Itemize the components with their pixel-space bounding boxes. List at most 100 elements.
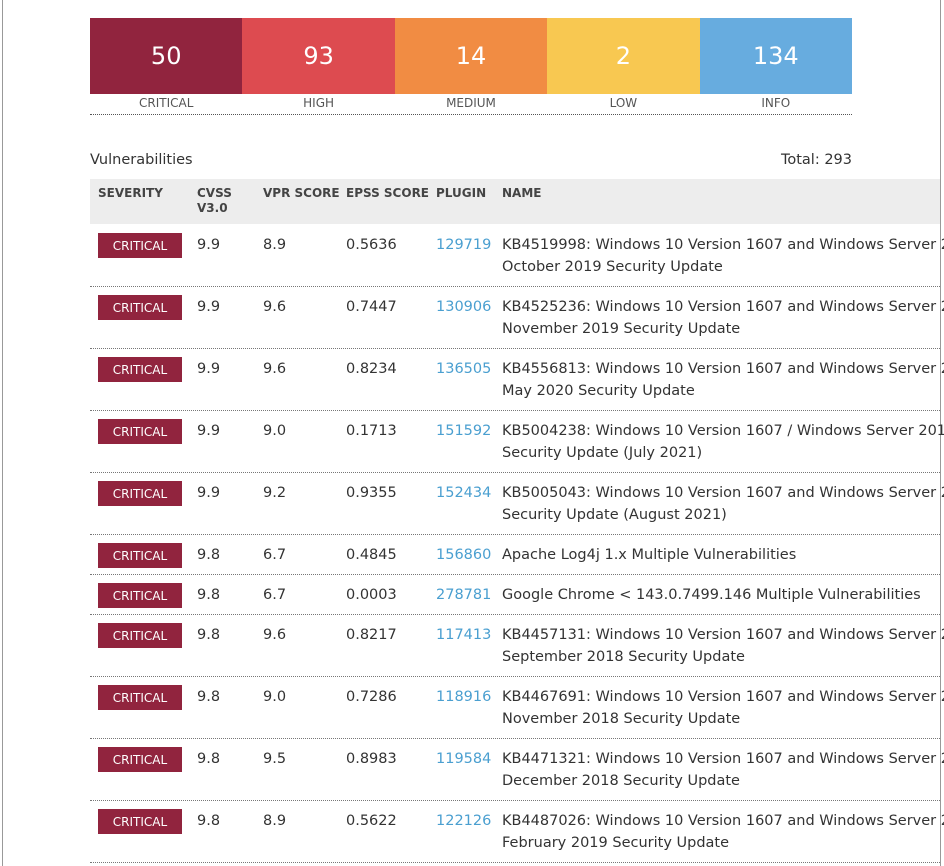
vpr-score: 8.9 (263, 813, 287, 829)
severity-label: INFO (761, 96, 791, 110)
severity-badge: CRITICAL (98, 685, 182, 710)
vpr-score: 9.6 (263, 361, 287, 377)
column-header: PLUGIN (436, 186, 487, 200)
severity-count-box: 134 (699, 18, 852, 94)
row-divider (90, 574, 940, 575)
vulnerability-name: KB5004238: Windows 10 Version 1607 / Win… (502, 423, 944, 439)
vpr-score: 6.7 (263, 587, 287, 603)
severity-badge: CRITICAL (98, 747, 182, 772)
vulnerability-name: November 2018 Security Update (502, 711, 741, 727)
row-divider (90, 410, 940, 411)
total: Total: 293 (781, 152, 852, 168)
cvss-score: 9.8 (197, 689, 221, 705)
plugin-link[interactable]: 136505 (436, 361, 492, 377)
cvss-score: 9.9 (197, 485, 221, 501)
epss-score: 0.5622 (346, 813, 397, 829)
vpr-score: 9.5 (263, 751, 287, 767)
plugin-link[interactable]: 119584 (436, 751, 492, 767)
cvss-score: 9.9 (197, 299, 221, 315)
vulnerability-name: Security Update (August 2021) (502, 507, 727, 523)
epss-score: 0.7286 (346, 689, 397, 705)
plugin-link[interactable]: 117413 (436, 627, 492, 643)
vulnerability-name: KB4556813: Windows 10 Version 1607 and W… (502, 361, 944, 377)
severity-count: 134 (752, 42, 799, 70)
column-header: EPSS SCORE (346, 186, 430, 200)
vulnerability-name: KB4525236: Windows 10 Version 1607 and W… (502, 299, 944, 315)
vulnerability-name: Apache Log4j 1.x Multiple Vulnerabilitie… (502, 547, 797, 563)
table-header (90, 179, 940, 224)
cvss-score: 9.8 (197, 547, 221, 563)
plugin-link[interactable]: 122126 (436, 813, 492, 829)
epss-score: 0.9355 (346, 485, 397, 501)
row-divider (90, 614, 940, 615)
vulnerability-name: November 2019 Security Update (502, 321, 741, 337)
severity-count: 50 (150, 42, 182, 70)
vulnerability-name: KB4457131: Windows 10 Version 1607 and W… (502, 627, 944, 643)
severity-badge: CRITICAL (98, 481, 182, 506)
severity-label: LOW (609, 96, 638, 110)
plugin-link[interactable]: 130906 (436, 299, 492, 315)
epss-score: 0.1713 (346, 423, 397, 439)
cvss-score: 9.9 (197, 237, 221, 253)
summary-divider (90, 114, 852, 115)
severity-count-box: 93 (242, 18, 395, 94)
cvss-score: 9.8 (197, 587, 221, 603)
plugin-link[interactable]: 156860 (436, 547, 492, 563)
section-title: Vulnerabilities (90, 152, 193, 168)
severity-badge: CRITICAL (98, 623, 182, 648)
vpr-score: 8.9 (263, 237, 287, 253)
vpr-score: 9.6 (263, 299, 287, 315)
column-header: CVSS V3.0 (197, 186, 232, 215)
vpr-score: 9.0 (263, 423, 287, 439)
vulnerability-name: KB4471321: Windows 10 Version 1607 and W… (502, 751, 944, 767)
epss-score: 0.0003 (346, 587, 397, 603)
cvss-score: 9.8 (197, 813, 221, 829)
vulnerability-name: KB4467691: Windows 10 Version 1607 and W… (502, 689, 944, 705)
column-header: VPR SCORE (263, 186, 340, 200)
severity-count: 93 (303, 42, 334, 70)
cvss-score: 9.9 (197, 423, 221, 439)
plugin-link[interactable]: 151592 (436, 423, 492, 439)
vpr-score: 9.2 (263, 485, 287, 501)
vpr-score: 9.0 (263, 689, 287, 705)
row-divider (90, 800, 940, 801)
plugin-link[interactable]: 129719 (436, 237, 492, 253)
epss-score: 0.8234 (346, 361, 397, 377)
severity-count-box: 2 (547, 18, 700, 94)
severity-count: 2 (615, 42, 632, 70)
page-border (2, 0, 3, 866)
severity-badge: CRITICAL (98, 295, 182, 320)
vpr-score: 6.7 (263, 547, 287, 563)
row-divider (90, 472, 940, 473)
severity-badge: CRITICAL (98, 543, 182, 568)
vulnerability-name: Security Update (July 2021) (502, 445, 703, 461)
severity-badge: CRITICAL (98, 809, 182, 834)
total-label: Total: (780, 152, 820, 168)
severity-label: CRITICAL (138, 96, 194, 110)
severity-badge: CRITICAL (98, 233, 182, 258)
plugin-link[interactable]: 152434 (436, 485, 492, 501)
column-header: NAME (502, 186, 542, 200)
severity-label: HIGH (303, 96, 335, 110)
column-header: SEVERITY (98, 186, 163, 200)
vulnerability-name: KB4487026: Windows 10 Version 1607 and W… (502, 813, 944, 829)
severity-label: MEDIUM (446, 96, 496, 110)
row-divider (90, 348, 940, 349)
severity-badge: CRITICAL (98, 357, 182, 382)
epss-score: 0.8217 (346, 627, 397, 643)
severity-badge: CRITICAL (98, 583, 182, 608)
row-divider (90, 676, 940, 677)
severity-count: 14 (455, 42, 487, 70)
row-divider (90, 534, 940, 535)
cvss-score: 9.8 (197, 627, 221, 643)
row-divider (90, 738, 940, 739)
plugin-link[interactable]: 118916 (436, 689, 492, 705)
page-border (940, 0, 941, 866)
vulnerability-name: October 2019 Security Update (502, 259, 723, 275)
epss-score: 0.8983 (346, 751, 397, 767)
vulnerability-name: May 2020 Security Update (502, 383, 695, 399)
vulnerability-name: December 2018 Security Update (502, 773, 740, 789)
plugin-link[interactable]: 278781 (436, 587, 492, 603)
epss-score: 0.7447 (346, 299, 397, 315)
